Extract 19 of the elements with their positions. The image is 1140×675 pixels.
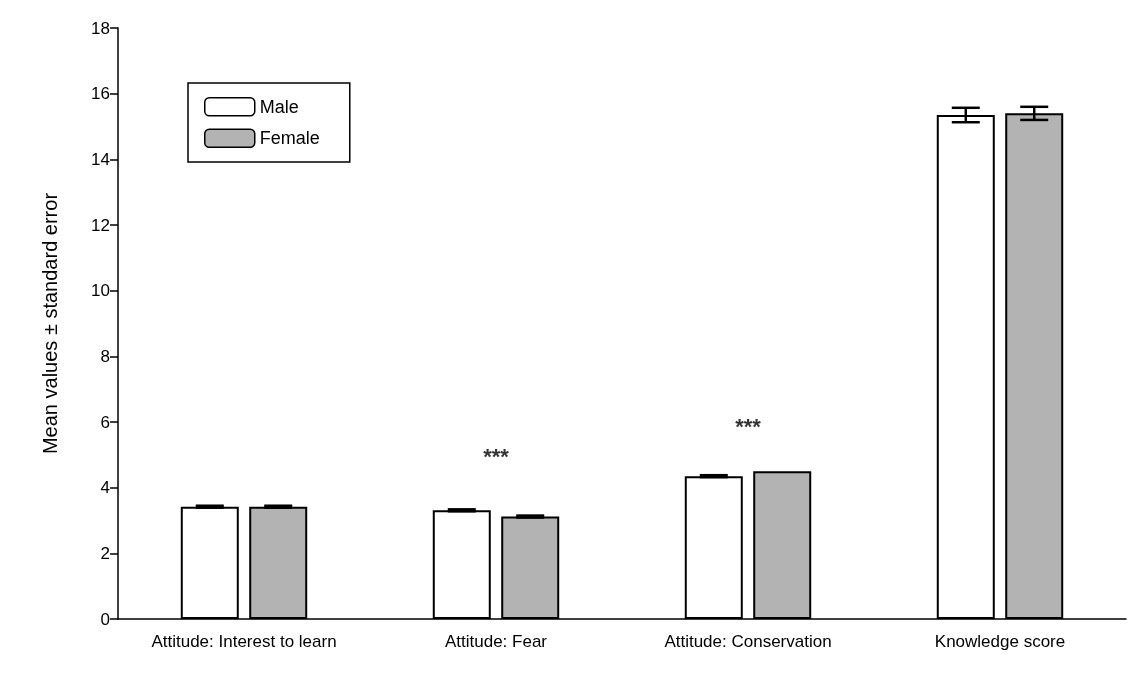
x-tick-label: Attitude: Conservation xyxy=(664,632,832,651)
y-tick-label: 14 xyxy=(91,149,110,169)
legend-label: Male xyxy=(259,96,299,117)
y-tick-label: 12 xyxy=(91,215,110,235)
y-tick-label: 18 xyxy=(91,18,110,38)
legend-label: Female xyxy=(259,128,320,149)
y-tick-label: 6 xyxy=(100,412,110,432)
y-tick-label: 2 xyxy=(100,543,110,563)
x-tick-label: Attitude: Interest to learn xyxy=(151,632,337,651)
y-tick-label: 16 xyxy=(91,84,110,104)
y-tick-label: 4 xyxy=(100,478,110,498)
annotation: *** xyxy=(735,414,762,440)
y-axis-title: Mean values ± standard error xyxy=(39,192,61,455)
x-tick-label: Knowledge score xyxy=(934,632,1066,651)
y-tick-label: 8 xyxy=(100,346,110,366)
annotation: *** xyxy=(483,443,510,469)
y-tick-label: 10 xyxy=(91,281,110,301)
x-tick-label: Attitude: Fear xyxy=(444,632,548,651)
y-tick-label: 0 xyxy=(100,609,110,629)
